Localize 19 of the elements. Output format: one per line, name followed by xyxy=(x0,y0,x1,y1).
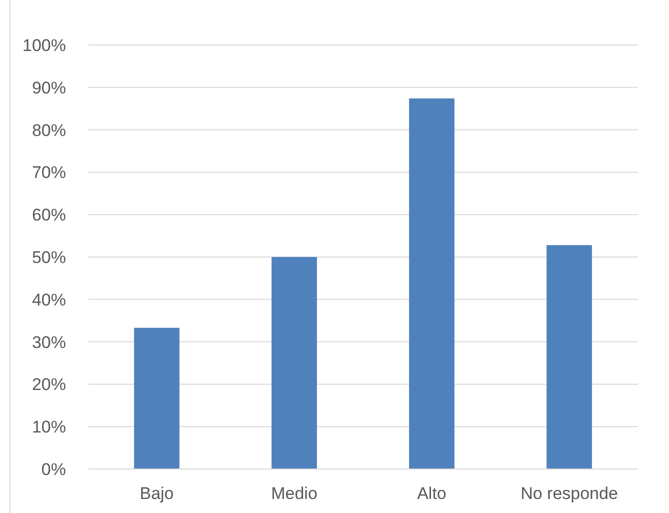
x-tick-label: Medio xyxy=(271,484,318,503)
y-tick-label: 20% xyxy=(32,375,66,394)
x-tick-label: Alto xyxy=(417,484,446,503)
y-tick-label: 10% xyxy=(32,418,66,437)
y-tick-label: 80% xyxy=(32,120,66,140)
bar xyxy=(546,245,592,469)
bar xyxy=(134,328,180,469)
y-tick-label: 70% xyxy=(32,163,66,182)
y-tick-label: 100% xyxy=(22,36,66,55)
y-tick-label: 90% xyxy=(32,78,66,98)
bar xyxy=(409,98,454,469)
y-tick-label: 0% xyxy=(41,460,66,479)
x-tick-label: No responde xyxy=(520,484,618,503)
y-tick-label: 50% xyxy=(32,248,66,267)
bar xyxy=(272,257,317,469)
x-tick-label: Bajo xyxy=(140,484,174,503)
y-tick-label: 40% xyxy=(32,290,66,310)
y-tick-label: 30% xyxy=(32,332,66,352)
y-tick-label: 60% xyxy=(32,206,66,225)
